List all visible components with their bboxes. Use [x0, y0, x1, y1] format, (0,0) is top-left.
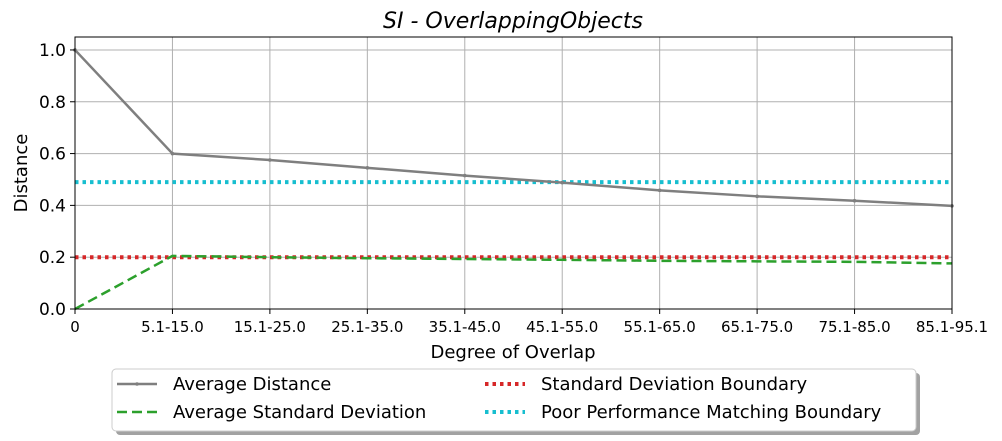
legend-label: Average Standard Deviation	[173, 402, 426, 423]
legend-swatch-marker	[135, 382, 139, 386]
x-tick-label: 5.1-15.0	[141, 318, 204, 336]
x-tick-label: 15.1-25.0	[234, 318, 306, 336]
x-tick-label: 85.1-95.1	[916, 318, 988, 336]
series-point	[365, 166, 370, 170]
chart-title: SI - OverlappingObjects	[383, 9, 643, 34]
legend: Average Distance Average Standard Deviati…	[111, 368, 920, 435]
series-point	[852, 198, 857, 203]
legend-box	[111, 368, 917, 432]
x-axis-label: Degree of Overlap	[430, 342, 595, 363]
y-tick-label: 0.4	[39, 196, 66, 216]
series-point	[755, 194, 759, 199]
y-tick-label: 0.0	[39, 300, 66, 320]
legend-items: Average Distance Average Standard Deviati…	[117, 374, 882, 423]
legend-label: Average Distance	[173, 374, 331, 395]
series-point	[170, 151, 175, 156]
series-line	[74, 254, 953, 311]
series-point	[560, 180, 565, 185]
grid	[74, 37, 953, 310]
legend-label: Poor Performance Matching Boundary	[541, 402, 882, 423]
x-axis-ticks: 0 5.1-15.0 15.1-25.0 25.1-35.0 35.1-45.0 45.1…	[70, 309, 988, 336]
plot-frame	[74, 36, 953, 310]
y-axis-label: Distance	[11, 134, 32, 213]
legend-label: Standard Deviation Boundary	[541, 374, 807, 395]
y-axis-ticks: 0.0 0.2 0.4 0.6 0.8 1.0	[39, 41, 75, 320]
y-tick-label: 0.8	[39, 93, 66, 113]
x-tick-label: 45.1-55.0	[526, 318, 598, 336]
series-layer	[73, 48, 954, 311]
y-tick-label: 0.2	[39, 248, 66, 268]
x-tick-label: 65.1-75.0	[721, 318, 793, 336]
series-point	[268, 158, 272, 162]
x-tick-label: 75.1-85.0	[818, 318, 890, 336]
x-tick-label: 55.1-65.0	[624, 318, 696, 336]
series-line	[74, 49, 953, 208]
series-point	[657, 188, 662, 193]
series-point	[462, 173, 467, 178]
y-tick-label: 0.6	[39, 145, 66, 165]
x-tick-label: 0	[70, 318, 80, 336]
x-tick-label: 25.1-35.0	[331, 318, 403, 336]
x-tick-label: 35.1-45.0	[429, 318, 501, 336]
y-tick-label: 1.0	[39, 41, 66, 61]
